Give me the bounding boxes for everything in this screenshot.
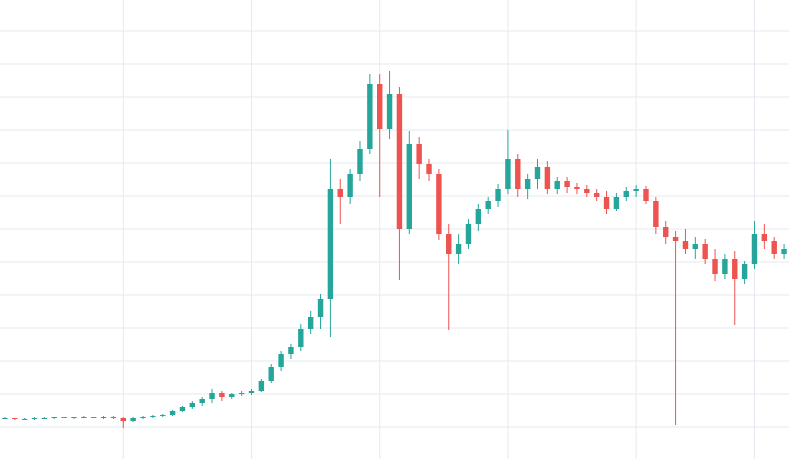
candle-body <box>386 94 393 129</box>
candle-body <box>682 241 689 249</box>
candle-body <box>722 259 728 274</box>
candle-body <box>495 189 501 201</box>
candle-body <box>100 417 107 418</box>
candle-body <box>160 415 166 416</box>
candle-body <box>150 416 156 417</box>
candle-body <box>327 189 334 299</box>
candle-body <box>238 393 245 394</box>
candle-body <box>702 244 708 259</box>
candle-body <box>741 264 748 279</box>
candle-body <box>347 174 353 197</box>
candle-body <box>396 94 403 229</box>
candle-body <box>643 189 649 201</box>
candle-body <box>337 189 343 197</box>
candle-body <box>653 201 659 227</box>
candle-body <box>248 391 255 393</box>
candle-body <box>751 234 758 264</box>
candle-body <box>455 244 462 254</box>
candle-body <box>613 197 620 209</box>
candle-body <box>564 181 570 187</box>
candle-body <box>307 317 314 329</box>
candle-body <box>179 407 186 411</box>
candle-body <box>446 234 452 254</box>
candle-body <box>406 144 413 229</box>
candle-body <box>771 241 777 254</box>
candle-body <box>120 418 126 421</box>
candle-body <box>2 418 8 419</box>
candle-body <box>81 417 87 418</box>
candle-body <box>544 167 551 189</box>
candle-body <box>169 411 176 415</box>
candle-body <box>416 144 422 164</box>
candle-body <box>376 84 383 129</box>
candle-body <box>199 399 205 403</box>
candle-body <box>51 417 57 418</box>
candle-body <box>534 167 541 179</box>
candle-body <box>672 237 679 241</box>
candle-body <box>584 189 590 193</box>
candle-body <box>268 367 274 381</box>
candle-body <box>633 189 639 191</box>
candle-body <box>712 259 718 274</box>
candle-body <box>130 418 136 421</box>
candle-body <box>426 164 432 174</box>
candle-body <box>367 84 373 149</box>
candle-body <box>71 417 77 418</box>
candle-body <box>554 181 560 189</box>
candle-body <box>663 227 669 237</box>
candle-body <box>21 419 28 420</box>
candle-body <box>298 329 304 347</box>
candle-body <box>593 193 600 197</box>
candle-body <box>229 394 235 397</box>
candle-body <box>140 417 146 418</box>
candle-body <box>524 179 531 189</box>
candle-body <box>761 234 768 241</box>
candle-body <box>475 209 482 224</box>
candle-body <box>317 299 324 317</box>
candle-body <box>189 403 196 407</box>
candle-body <box>603 197 610 209</box>
candle-body <box>574 187 580 189</box>
candle-body <box>258 381 265 391</box>
candle-body <box>288 347 294 354</box>
candle-body <box>41 418 48 419</box>
candle-body <box>12 418 18 419</box>
candle-body <box>357 149 363 174</box>
candle-body <box>31 418 38 419</box>
candle-body <box>465 224 472 244</box>
candle-body <box>110 417 117 418</box>
candle-body <box>90 417 97 418</box>
candle-body <box>278 354 284 367</box>
candle-body <box>61 417 67 418</box>
candle-body <box>732 259 738 279</box>
candle-body <box>209 393 215 399</box>
candle-body <box>781 249 787 254</box>
candle-body <box>623 191 629 197</box>
candle-body <box>485 201 491 209</box>
candle-body <box>219 393 225 397</box>
candle-body <box>515 159 521 189</box>
candle-body <box>436 174 442 234</box>
candle-body <box>505 159 511 189</box>
candle-body <box>692 244 699 249</box>
